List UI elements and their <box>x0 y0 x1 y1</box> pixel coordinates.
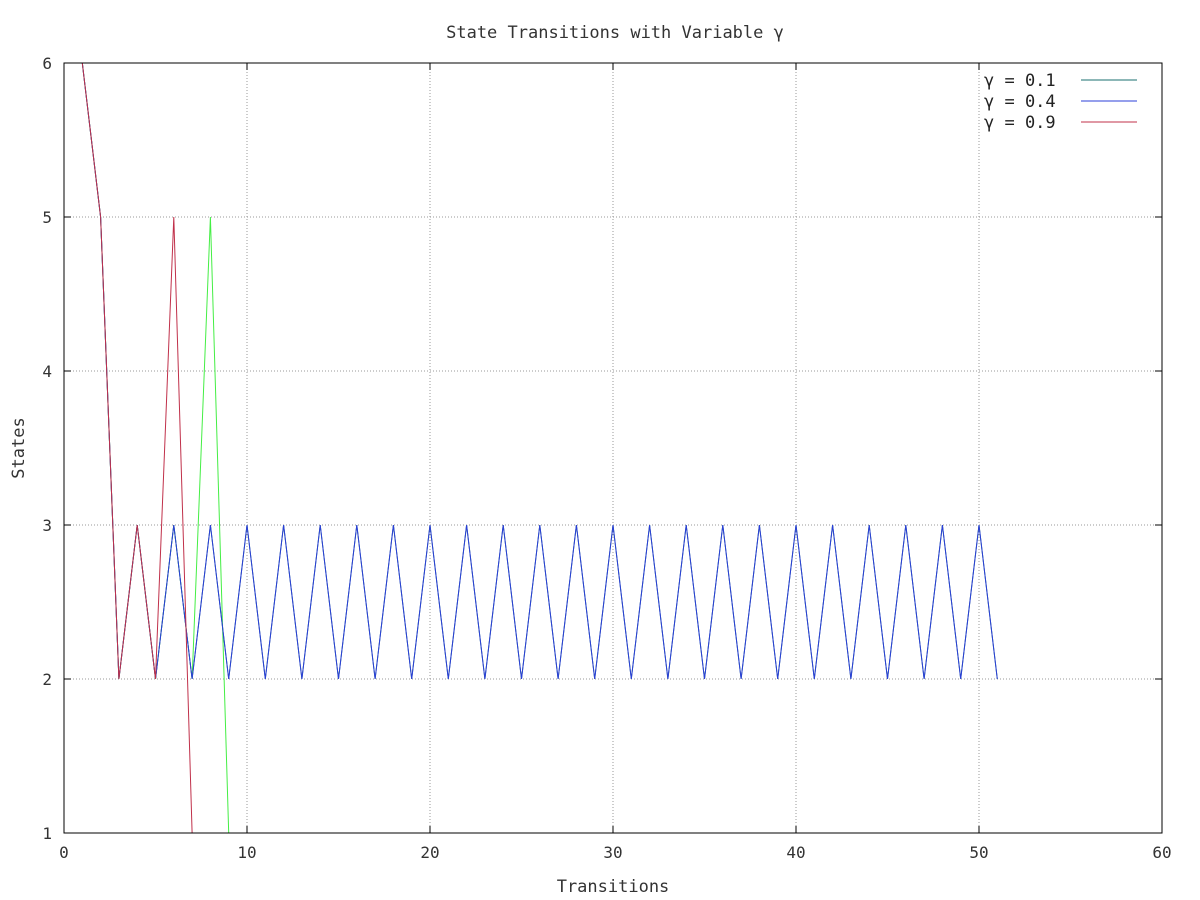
x-tick-label: 20 <box>420 843 439 862</box>
axis-tick-labels: 0 10 20 30 40 50 60 1 2 3 4 5 6 <box>42 54 1171 862</box>
x-tick-label: 60 <box>1152 843 1171 862</box>
series-line-3 <box>81 62 193 834</box>
x-tick-label: 50 <box>969 843 988 862</box>
x-tick-label: 40 <box>786 843 805 862</box>
x-tick-label: 0 <box>59 843 69 862</box>
legend: γ = 0.1γ = 0.4γ = 0.9 <box>984 71 1137 133</box>
x-axis-title: Transitions <box>557 877 670 897</box>
y-tick-label: 6 <box>42 54 52 73</box>
y-tick-label: 5 <box>42 208 52 227</box>
legend-entry-label: γ = 0.9 <box>984 113 1056 133</box>
axis-ticks <box>63 62 1163 834</box>
series-line-2 <box>81 62 998 680</box>
legend-entry-label: γ = 0.1 <box>984 71 1056 91</box>
x-tick-label: 10 <box>237 843 256 862</box>
y-axis-title: States <box>9 417 29 478</box>
series-layer <box>81 62 998 834</box>
y-tick-label: 4 <box>42 362 52 381</box>
x-tick-label: 30 <box>603 843 622 862</box>
legend-entry-label: γ = 0.4 <box>984 92 1056 112</box>
chart-title: State Transitions with Variable γ <box>446 23 784 43</box>
y-tick-label: 2 <box>42 670 52 689</box>
y-tick-label: 1 <box>42 824 52 843</box>
y-tick-label: 3 <box>42 516 52 535</box>
